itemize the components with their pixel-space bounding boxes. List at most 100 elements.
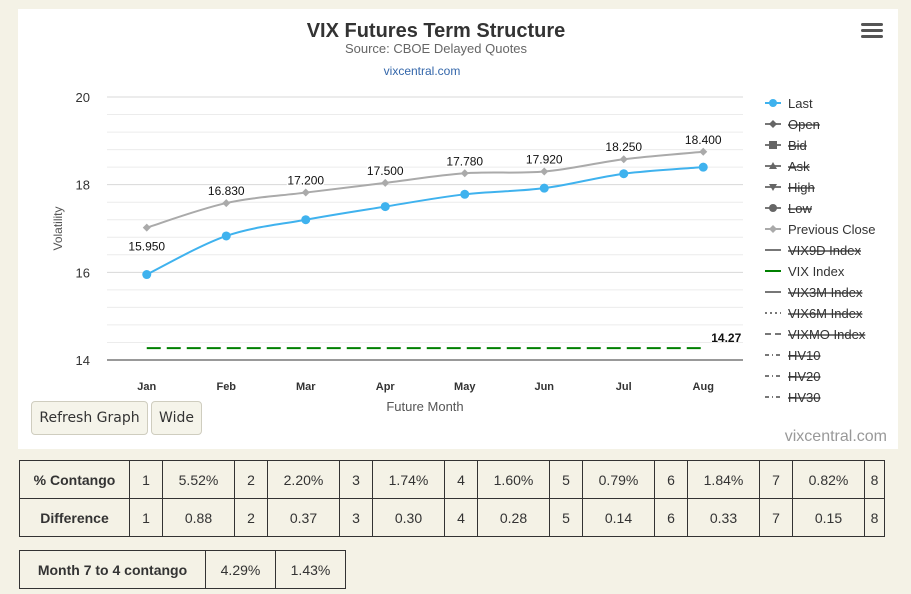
- x-tick-label: Feb: [216, 381, 236, 393]
- legend-marker: [769, 99, 777, 107]
- previous-close-point: [142, 223, 151, 232]
- value-cell: 0.37: [267, 498, 340, 537]
- value-cell: 0.33: [687, 498, 760, 537]
- summary-label: Month 7 to 4 contango: [19, 550, 206, 589]
- legend-item[interactable]: Bid: [788, 138, 807, 153]
- legend-item[interactable]: Ask: [788, 159, 810, 174]
- x-axis-label: Future Month: [386, 399, 463, 414]
- vixcentral-link[interactable]: vixcentral.com: [384, 64, 461, 78]
- y-axis-label: Volatility: [51, 206, 65, 250]
- previous-close-point: [540, 167, 549, 176]
- contango-table: % Contango 1 5.52% 2 2.20% 3 1.74% 4 1.60% 5 0.79%…: [19, 460, 885, 537]
- month-index-cell: 5: [549, 498, 583, 537]
- last-point: [380, 202, 390, 212]
- last-point: [698, 162, 708, 172]
- previous-close-point: [460, 169, 469, 178]
- chart-subtitle: Source: CBOE Delayed Quotes: [345, 41, 528, 56]
- legend-item[interactable]: HV20: [788, 369, 821, 384]
- chart-card: VIX Futures Term Structure Source: CBOE D…: [18, 9, 898, 449]
- refresh-graph-button[interactable]: Refresh Graph: [31, 401, 148, 435]
- value-cell: 0.79%: [582, 460, 655, 499]
- month-index-cell: 3: [339, 460, 373, 499]
- legend-item[interactable]: VIXMO Index: [788, 327, 866, 342]
- value-cell: 0.15: [792, 498, 865, 537]
- value-cell: 5.52%: [162, 460, 235, 499]
- last-point: [539, 183, 549, 193]
- x-tick-label: Aug: [693, 381, 714, 393]
- legend-item[interactable]: Previous Close: [788, 222, 875, 237]
- legend-item[interactable]: High: [788, 180, 815, 195]
- last-point: [221, 231, 231, 241]
- legend-item[interactable]: HV30: [788, 390, 821, 405]
- month-index-cell: 1: [129, 460, 163, 499]
- value-cell: 2.20%: [267, 460, 340, 499]
- data-label: 18.400: [685, 133, 722, 147]
- credit-text: vixcentral.com: [784, 428, 887, 445]
- value-cell: 0.30: [372, 498, 445, 537]
- legend-marker: [769, 141, 777, 149]
- legend-item[interactable]: VIX Index: [788, 264, 845, 279]
- x-tick-label: May: [454, 381, 476, 393]
- value-cell: 0.82%: [792, 460, 865, 499]
- y-tick-label: 14: [76, 353, 90, 368]
- value-cell: 1.84%: [687, 460, 760, 499]
- month-index-cell: 2: [234, 498, 268, 537]
- legend-item[interactable]: Open: [788, 117, 820, 132]
- y-tick-label: 18: [76, 178, 90, 193]
- legend-item[interactable]: VIX3M Index: [788, 285, 863, 300]
- month-index-cell: 1: [129, 498, 163, 537]
- legend-marker: [769, 225, 777, 233]
- data-label: 17.780: [446, 154, 483, 168]
- legend-item[interactable]: VIX6M Index: [788, 306, 863, 321]
- previous-close-point: [619, 155, 628, 164]
- contango-row: Difference 1 0.88 2 0.37 3 0.30 4 0.28 5 0.14 6 0.33…: [19, 498, 885, 537]
- x-tick-label: Mar: [296, 381, 316, 393]
- data-label: 16.830: [208, 184, 245, 198]
- previous-close-point: [699, 147, 708, 156]
- month-index-cell: 7: [759, 460, 793, 499]
- chart-title: VIX Futures Term Structure: [307, 20, 566, 42]
- data-label: 17.200: [287, 174, 324, 188]
- month-index-cell: 8: [864, 460, 885, 499]
- contango-row: % Contango 1 5.52% 2 2.20% 3 1.74% 4 1.60% 5 0.79%…: [19, 460, 885, 499]
- summary-value: 4.29%: [205, 550, 276, 589]
- last-point: [619, 169, 629, 179]
- value-cell: 0.28: [477, 498, 550, 537]
- legend-marker: [769, 120, 777, 128]
- legend-item[interactable]: Last: [788, 96, 813, 111]
- data-label: 15.950: [128, 240, 165, 254]
- month-index-cell: 8: [864, 498, 885, 537]
- row-header: % Contango: [19, 460, 130, 499]
- vix-index-label: 14.27: [711, 331, 741, 345]
- data-label: 18.250: [605, 140, 642, 154]
- month-index-cell: 6: [654, 460, 688, 499]
- value-cell: 0.88: [162, 498, 235, 537]
- x-tick-label: Apr: [376, 381, 396, 393]
- value-cell: 1.74%: [372, 460, 445, 499]
- value-cell: 0.14: [582, 498, 655, 537]
- month-index-cell: 3: [339, 498, 373, 537]
- summary-value: 1.43%: [275, 550, 346, 589]
- month-index-cell: 5: [549, 460, 583, 499]
- previous-close-point: [301, 188, 310, 197]
- legend-marker: [769, 162, 777, 169]
- summary-table: Month 7 to 4 contango 4.29% 1.43%: [19, 550, 346, 589]
- month-index-cell: 2: [234, 460, 268, 499]
- month-index-cell: 4: [444, 498, 478, 537]
- wide-button[interactable]: Wide: [151, 401, 202, 435]
- summary-row: Month 7 to 4 contango 4.29% 1.43%: [19, 550, 346, 589]
- previous-close-point: [381, 178, 390, 187]
- legend-item[interactable]: HV10: [788, 348, 821, 363]
- last-point: [301, 215, 311, 225]
- y-tick-label: 20: [76, 90, 90, 105]
- x-tick-label: Jan: [137, 381, 156, 393]
- legend-item[interactable]: Low: [788, 201, 812, 216]
- legend-item[interactable]: VIX9D Index: [788, 243, 861, 258]
- last-point: [142, 270, 152, 280]
- data-label: 17.500: [367, 164, 404, 178]
- last-point: [460, 189, 470, 199]
- x-tick-label: Jul: [616, 381, 632, 393]
- hamburger-menu-icon[interactable]: [861, 23, 883, 41]
- value-cell: 1.60%: [477, 460, 550, 499]
